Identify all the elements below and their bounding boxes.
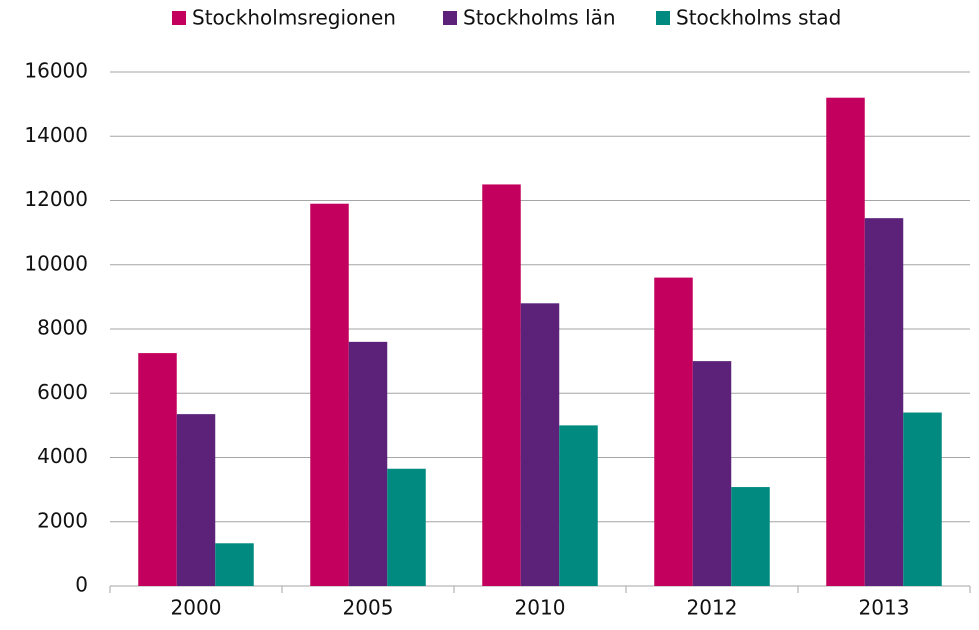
x-tick-label: 2000 bbox=[171, 596, 222, 620]
x-tick-label: 2012 bbox=[687, 596, 738, 620]
bar bbox=[559, 425, 598, 586]
bar bbox=[176, 414, 216, 586]
y-tick-label: 12000 bbox=[24, 187, 88, 211]
y-tick-label: 0 bbox=[75, 573, 88, 597]
legend-swatch bbox=[656, 11, 670, 25]
bar bbox=[482, 184, 521, 586]
bar bbox=[692, 361, 732, 586]
bar bbox=[310, 203, 349, 586]
y-tick-label: 14000 bbox=[24, 123, 88, 147]
bar bbox=[387, 468, 426, 586]
bar bbox=[215, 543, 254, 586]
legend-label: Stockholms stad bbox=[676, 6, 841, 30]
x-tick-label: 2013 bbox=[859, 596, 910, 620]
legend-swatch bbox=[443, 11, 457, 25]
y-tick-label: 2000 bbox=[37, 508, 88, 532]
y-tick-label: 6000 bbox=[37, 380, 88, 404]
legend-label: Stockholmsregionen bbox=[192, 6, 396, 30]
bar bbox=[731, 487, 770, 586]
y-tick-label: 10000 bbox=[24, 251, 88, 275]
x-tick-label: 2010 bbox=[515, 596, 566, 620]
legend-label: Stockholms län bbox=[463, 6, 616, 30]
bar bbox=[520, 303, 560, 586]
y-tick-label: 8000 bbox=[37, 316, 88, 340]
x-tick-label: 2005 bbox=[343, 596, 394, 620]
bar bbox=[654, 277, 693, 586]
bar bbox=[826, 97, 865, 586]
bar bbox=[903, 412, 942, 586]
y-tick-label: 4000 bbox=[37, 444, 88, 468]
bar bbox=[348, 341, 388, 586]
bar bbox=[864, 218, 904, 586]
legend-swatch bbox=[172, 11, 186, 25]
bar bbox=[138, 353, 177, 586]
y-tick-label: 16000 bbox=[24, 59, 88, 83]
